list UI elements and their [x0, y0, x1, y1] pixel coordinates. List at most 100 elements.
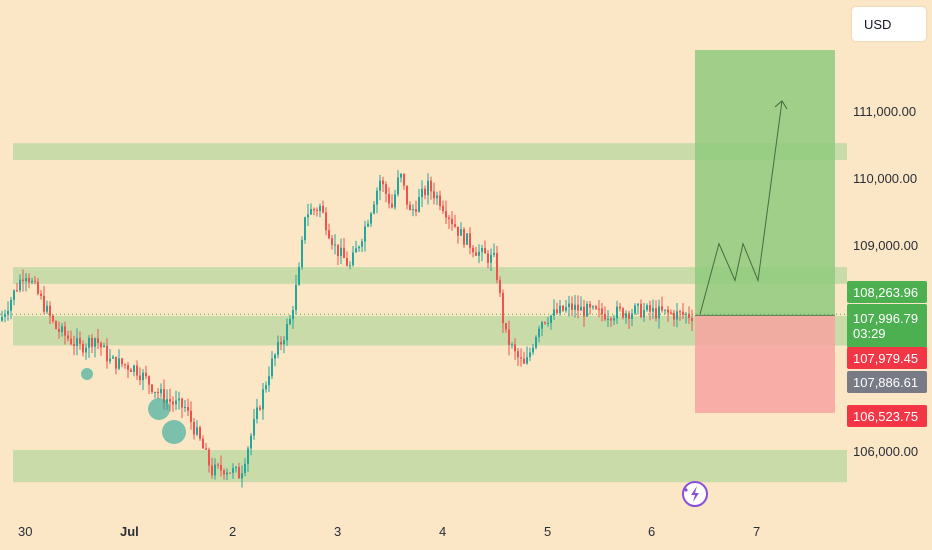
candle-body: [667, 309, 669, 313]
candle-body: [454, 224, 456, 227]
candle-body: [352, 252, 354, 266]
candle-body: [295, 284, 297, 310]
candle-body: [388, 193, 390, 204]
current-price-value: 107,996.79: [853, 311, 919, 326]
candle-body: [262, 389, 264, 410]
candle-body: [394, 194, 396, 208]
candle-body: [652, 308, 654, 312]
candle-body: [601, 308, 603, 315]
candle-body: [67, 335, 69, 339]
candle-body: [190, 410, 192, 423]
candle-body: [52, 315, 54, 322]
candle-body: [592, 306, 594, 308]
candle-body: [637, 303, 639, 306]
candle-body: [391, 203, 393, 208]
candle-body: [232, 468, 234, 473]
price-axis: 111,000.00 110,000.00 109,000.00 106,000…: [853, 104, 918, 459]
candle-body: [409, 204, 411, 211]
candle-body: [433, 191, 435, 199]
candle-body: [400, 173, 402, 178]
stop-loss-value: 106,523.75: [853, 408, 919, 424]
candle-body: [445, 211, 447, 218]
candle-body: [115, 356, 117, 369]
candle-body: [301, 239, 303, 268]
candle-body: [16, 290, 18, 292]
date-tick-label: 4: [439, 524, 446, 539]
candle-body: [1, 316, 3, 321]
candle-body: [526, 357, 528, 364]
candle-body: [448, 217, 450, 219]
candle-body: [85, 347, 87, 353]
projection-path: [699, 100, 783, 315]
candle-body: [316, 210, 318, 212]
date-tick-label: 6: [648, 524, 655, 539]
candle-body: [256, 407, 258, 420]
candle-body: [457, 226, 459, 236]
candle-body: [340, 247, 342, 256]
candle-body: [193, 422, 195, 435]
currency-label: USD: [864, 16, 892, 32]
candle-body: [634, 305, 636, 314]
candle-body: [283, 340, 285, 345]
candle-body: [133, 365, 135, 372]
candle-body: [160, 389, 162, 394]
candle-body: [319, 205, 321, 211]
candle-body: [211, 465, 213, 476]
candle-body: [235, 467, 237, 469]
candle-body: [187, 406, 189, 411]
candle-body: [328, 230, 330, 239]
candle-body: [556, 309, 558, 314]
candle-body: [40, 293, 42, 296]
gray-level-tag: 107,886.61: [847, 371, 927, 393]
candle-body: [535, 337, 537, 348]
candle-body: [223, 470, 225, 475]
candle-body: [460, 229, 462, 236]
candle-body: [553, 309, 555, 316]
candle-body: [469, 233, 471, 248]
lightning-icon[interactable]: [682, 481, 708, 507]
entry-tag: 107,979.45: [847, 347, 927, 369]
candle-body: [97, 338, 99, 343]
candle-body: [463, 229, 465, 245]
candle-body: [49, 305, 51, 316]
candle-body: [19, 279, 21, 291]
candle-body: [70, 338, 72, 345]
candle-body: [304, 217, 306, 240]
candle-body: [493, 253, 495, 255]
price-tick-label: 106,000.00: [853, 444, 918, 459]
candle-body: [691, 318, 693, 322]
candle-body: [88, 337, 90, 348]
currency-selector[interactable]: USD: [852, 7, 926, 41]
candle-body: [475, 252, 477, 256]
candle-body: [349, 265, 351, 267]
bubbles-layer: [81, 368, 186, 444]
candle-body: [244, 463, 246, 474]
candle-body: [622, 308, 624, 318]
candles-layer: [1, 170, 693, 488]
candle-body: [46, 305, 48, 312]
candle-body: [373, 204, 375, 214]
candle-body: [220, 465, 222, 471]
candle-body: [376, 190, 378, 205]
candle-body: [334, 244, 336, 246]
candle-body: [31, 280, 33, 283]
candle-body: [310, 209, 312, 215]
candle-body: [412, 209, 414, 211]
candle-body: [682, 311, 684, 315]
candle-body: [565, 307, 567, 311]
sr-zone: [13, 267, 847, 284]
candle-body: [277, 342, 279, 355]
candle-body: [154, 391, 156, 393]
candle-body: [127, 365, 129, 370]
candle-body: [508, 329, 510, 345]
candle-body: [415, 209, 417, 212]
countdown-value: 03:29: [853, 326, 886, 341]
candle-body: [481, 247, 483, 252]
projection-arrowhead: [774, 100, 788, 110]
candle-body: [346, 258, 348, 266]
candle-body: [241, 473, 243, 479]
candle-body: [403, 173, 405, 186]
candle-body: [148, 376, 150, 385]
candle-body: [610, 318, 612, 321]
